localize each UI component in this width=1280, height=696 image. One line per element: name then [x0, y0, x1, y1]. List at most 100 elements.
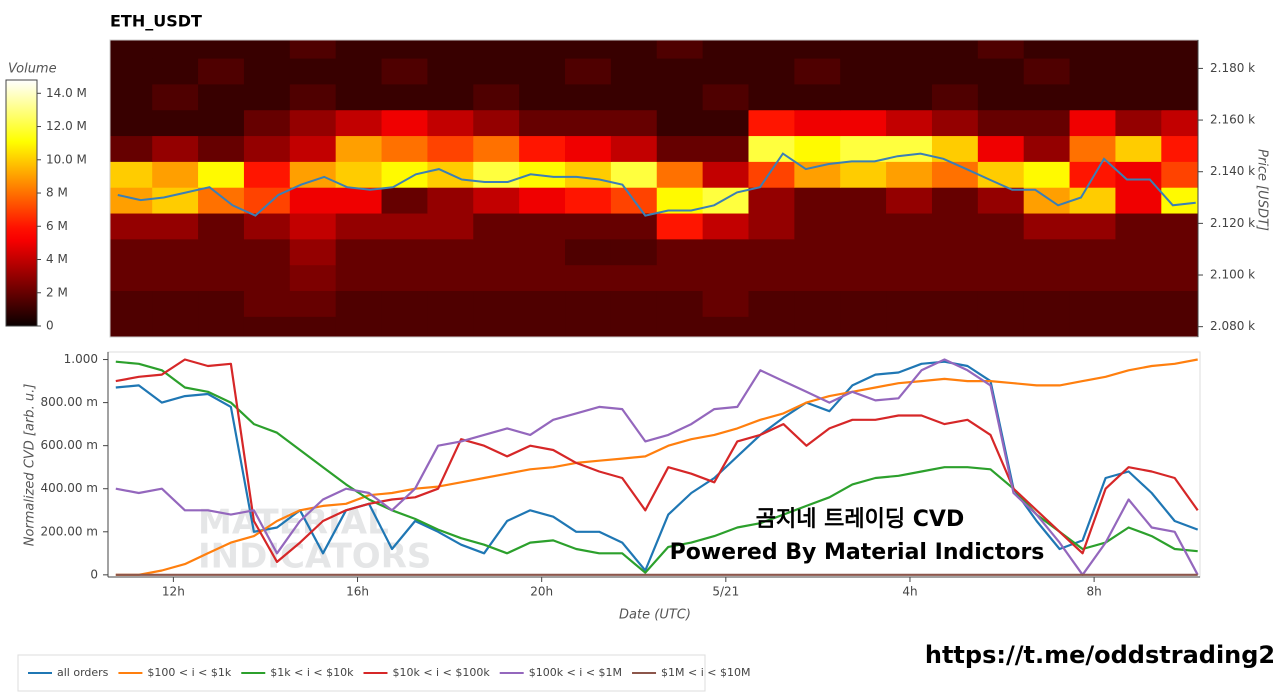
heat-cell: [473, 290, 520, 317]
heat-cell: [886, 238, 933, 266]
heat-cell: [1023, 290, 1071, 317]
heat-cell: [381, 161, 428, 188]
heat-cell: [702, 213, 749, 240]
heat-cell: [427, 264, 474, 292]
colorbar-title: Volume: [8, 62, 57, 77]
heat-cell: [289, 83, 337, 111]
heat-cell: [886, 264, 933, 292]
heat-cell: [1161, 40, 1198, 59]
heat-cell: [931, 58, 979, 85]
heat-cell: [519, 238, 566, 266]
heat-cell: [519, 161, 566, 188]
heat-cell: [519, 316, 566, 337]
heat-cell: [1069, 83, 1116, 111]
heat-cell: [840, 40, 887, 59]
heat-cell: [702, 290, 749, 317]
heat-cell: [748, 316, 795, 337]
heat-cell: [152, 238, 199, 266]
heat-cell: [886, 316, 933, 337]
x-tick-label: 4h: [902, 585, 917, 599]
heat-cell: [656, 135, 704, 162]
heat-cell: [473, 161, 520, 188]
heat-cell: [110, 135, 153, 162]
heat-cell: [381, 109, 428, 137]
heat-cell: [427, 290, 474, 317]
heat-cell: [289, 58, 337, 85]
series-line: [115, 358, 1199, 563]
heat-cell: [289, 40, 337, 59]
heat-cell: [473, 213, 520, 240]
legend-label: $10k < i < $100k: [392, 666, 490, 679]
heat-cell: [748, 213, 795, 240]
heat-cell: [519, 213, 566, 240]
heat-cell: [931, 40, 979, 59]
heat-cell: [565, 58, 612, 85]
heat-cell: [1023, 238, 1071, 266]
heat-cell: [243, 238, 291, 266]
heat-cell: [289, 213, 337, 240]
heat-cell: [1115, 58, 1162, 85]
x-tick-label: 8h: [1086, 585, 1101, 599]
heat-cell: [1115, 187, 1162, 214]
legend-label: $100k < i < $1M: [529, 666, 622, 679]
heatmap: [110, 40, 1198, 337]
heat-cell: [198, 316, 245, 337]
heat-cell: [473, 316, 520, 337]
heat-cell: [1069, 238, 1116, 266]
heat-cell: [198, 83, 245, 111]
heat-cell: [840, 213, 887, 240]
heat-cell: [886, 290, 933, 317]
heat-cell: [198, 213, 245, 240]
heat-cell: [243, 83, 291, 111]
heat-cell: [519, 83, 566, 111]
heat-cell: [565, 213, 612, 240]
x-tick-label: 16h: [346, 585, 369, 599]
heat-cell: [243, 264, 291, 292]
heat-cell: [977, 58, 1025, 85]
heat-cell: [1161, 213, 1198, 240]
heat-cell: [565, 135, 612, 162]
price-line: [117, 152, 1196, 217]
heat-cell: [152, 109, 199, 137]
heat-cell: [198, 238, 245, 266]
link[interactable]: https://t.me/oddstrading2: [925, 641, 1275, 669]
heat-cell: [243, 213, 291, 240]
heat-cell: [1023, 213, 1071, 240]
heat-cell: [335, 187, 383, 214]
heat-cell: [110, 213, 153, 240]
heat-cell: [931, 109, 979, 137]
heat-cell: [886, 40, 933, 59]
heat-cell: [702, 238, 749, 266]
heat-cell: [198, 40, 245, 59]
heat-cell: [473, 40, 520, 59]
heat-cell: [473, 135, 520, 162]
heat-cell: [243, 135, 291, 162]
heat-cell: [289, 316, 337, 337]
heat-cell: [565, 109, 612, 137]
heat-cell: [198, 290, 245, 317]
y-tick-label: 2.080 k: [1210, 319, 1255, 333]
heat-cell: [1023, 264, 1071, 292]
heat-cell: [702, 264, 749, 292]
heat-cell: [289, 161, 337, 188]
heat-cell: [152, 213, 199, 240]
heat-cell: [610, 58, 658, 85]
heat-cell: [381, 290, 428, 317]
heat-cell: [1023, 187, 1071, 214]
heat-cell: [1069, 187, 1116, 214]
y-tick-label: 600.00 m: [41, 438, 99, 452]
heat-cell: [289, 264, 337, 292]
heat-cell: [977, 290, 1025, 317]
heat-cell: [977, 161, 1025, 188]
heat-cell: [931, 290, 979, 317]
y-tick-label: 2.160 k: [1210, 113, 1255, 127]
heat-cell: [610, 109, 658, 137]
heat-cell: [1115, 238, 1162, 266]
y-axis-title: Price [USDT]: [1255, 149, 1270, 231]
heat-cell: [1115, 264, 1162, 292]
heat-cell: [565, 316, 612, 337]
colorbar-tick-label: 0: [46, 319, 54, 333]
heat-cell: [152, 316, 199, 337]
heat-cell: [519, 109, 566, 137]
